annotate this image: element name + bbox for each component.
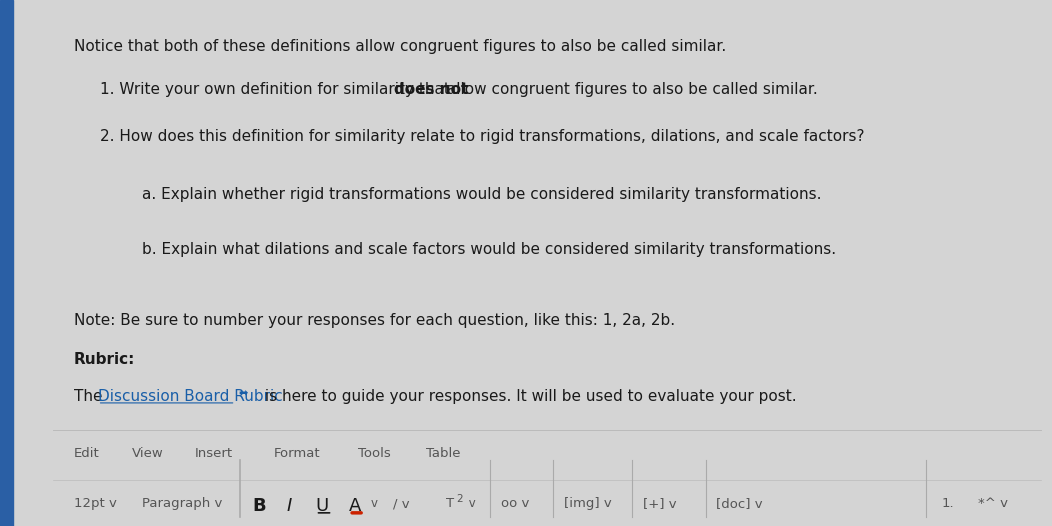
Text: *^ v: *^ v [978, 497, 1009, 510]
Text: Rubric:: Rubric: [74, 352, 135, 368]
Text: a. Explain whether rigid transformations would be considered similarity transfor: a. Explain whether rigid transformations… [142, 187, 822, 202]
Text: [img] v: [img] v [564, 497, 611, 510]
Text: v: v [370, 497, 378, 510]
Text: v: v [465, 497, 476, 510]
Text: I: I [286, 497, 291, 515]
Text: oo v: oo v [501, 497, 529, 510]
Text: Insert: Insert [195, 447, 232, 460]
Text: The: The [74, 389, 107, 404]
Text: [+] v: [+] v [643, 497, 676, 510]
Text: B: B [252, 497, 266, 515]
Text: b. Explain what dilations and scale factors would be considered similarity trans: b. Explain what dilations and scale fact… [142, 242, 836, 257]
Text: Discussion Board Rubric: Discussion Board Rubric [98, 389, 282, 404]
Text: / v: / v [393, 497, 410, 510]
Text: 2. How does this definition for similarity relate to rigid transformations, dila: 2. How does this definition for similari… [100, 129, 865, 144]
Text: allow congruent figures to also be called similar.: allow congruent figures to also be calle… [442, 82, 817, 97]
Text: A: A [349, 497, 362, 515]
Text: ➡: ➡ [239, 388, 248, 398]
Text: [doc] v: [doc] v [716, 497, 763, 510]
Text: Table: Table [426, 447, 461, 460]
Text: Edit: Edit [74, 447, 99, 460]
Text: Paragraph v: Paragraph v [142, 497, 222, 510]
Text: is here to guide your responses. It will be used to evaluate your post.: is here to guide your responses. It will… [260, 389, 796, 404]
Text: View: View [132, 447, 163, 460]
Text: Notice that both of these definitions allow congruent figures to also be called : Notice that both of these definitions al… [74, 39, 726, 55]
Text: 1. Write your own definition for similarity that: 1. Write your own definition for similar… [100, 82, 454, 97]
Text: 2: 2 [457, 494, 463, 504]
Text: 1.: 1. [942, 497, 954, 510]
Text: Tools: Tools [358, 447, 390, 460]
Text: Format: Format [274, 447, 320, 460]
Text: 12pt v: 12pt v [74, 497, 117, 510]
Bar [0, 0, 13, 526]
Text: T: T [446, 497, 454, 510]
Text: Note: Be sure to number your responses for each question, like this: 1, 2a, 2b.: Note: Be sure to number your responses f… [74, 313, 674, 328]
Text: U: U [316, 497, 329, 515]
Text: does not: does not [393, 82, 468, 97]
